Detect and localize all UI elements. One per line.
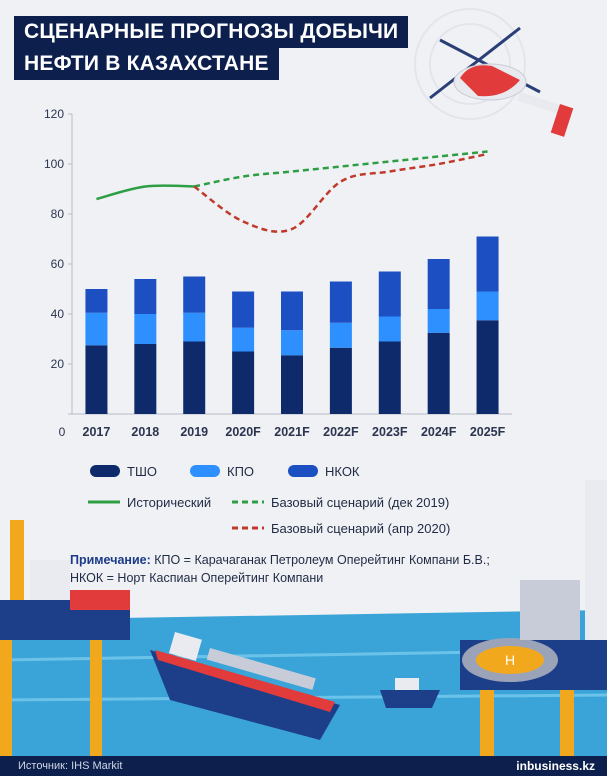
y-tick-label: 40 [51, 307, 65, 321]
bar-segment-tsho [378, 341, 401, 414]
oil-production-chart: 20 40 60 80 100 120 0 2017 2018 2019 2020F 2021F 202… [44, 107, 512, 439]
footer-bar: Источник: IHS Markit inbusiness.kz [0, 756, 607, 776]
bar-segment-nkok [329, 281, 352, 323]
line-base-dec-2019 [193, 150, 488, 188]
footnote-line-1: КПО = Карачаганак Петролеум Оперейтинг К… [150, 553, 490, 567]
legend-label-base-dec: Базовый сценарий (дек 2019) [271, 495, 449, 510]
line-base-apr-2020 [193, 152, 488, 233]
bar-segment-tsho [232, 351, 255, 414]
bar-segment-nkok [378, 271, 401, 317]
y-tick-label: 100 [44, 157, 64, 171]
footnote-line-2: НКОК = Норт Каспиан Оперейтинг Компани [70, 571, 324, 585]
bar-segment-kpo [232, 327, 255, 352]
bar-segment-kpo [329, 322, 352, 348]
brand-logo-text: inbusiness.kz [516, 759, 595, 773]
source-text: Источник: IHS Markit [18, 760, 123, 772]
bar-segment-kpo [134, 314, 157, 344]
bar-segment-tsho [85, 345, 108, 414]
legend-label-nkok: НКОК [325, 464, 360, 479]
legend-label-base-apr: Базовый сценарий (апр 2020) [271, 521, 450, 536]
footnote: Примечание: КПО = Карачаганак Петролеум … [70, 551, 590, 587]
legend-label-kpo: КПО [227, 464, 254, 479]
bar-segment-nkok [232, 291, 255, 328]
x-tick-label: 2017 [83, 425, 111, 439]
bar-segment-nkok [427, 259, 450, 309]
bar-segment-tsho [134, 344, 157, 414]
line-historical [96, 184, 195, 201]
page-title-line-1: СЦЕНАРНЫЕ ПРОГНОЗЫ ДОБЫЧИ [14, 16, 409, 48]
bar-segment-tsho [329, 347, 352, 414]
bar-segment-nkok [476, 236, 499, 292]
bar-segment-tsho [476, 320, 499, 414]
x-tick-label: 2020F [225, 425, 261, 439]
bar-segment-kpo [427, 309, 450, 333]
bar-segment-tsho [281, 355, 303, 414]
legend-label-tsho: ТШО [127, 464, 157, 479]
page-title-line-2: НЕФТИ В КАЗАХСТАНЕ [14, 48, 279, 80]
bar-segment-nkok [281, 291, 303, 331]
x-tick-label: 2021F [274, 425, 310, 439]
bar-segment-tsho [427, 332, 450, 414]
legend-label-historical: Исторический [127, 495, 211, 510]
y-tick-label: 80 [51, 207, 65, 221]
y-tick-label: 120 [44, 107, 64, 121]
bar-segment-nkok [183, 276, 206, 313]
y-tick-label-zero: 0 [59, 425, 66, 439]
footnote-label: Примечание: [70, 553, 151, 567]
x-tick-label: 2025F [470, 425, 506, 439]
legend: ТШО КПО НКОК Исторический Базовый сценар… [88, 464, 450, 536]
svg-text:H: H [505, 652, 515, 668]
bar-segment-tsho [183, 341, 206, 414]
legend-swatch-nkok [288, 465, 318, 477]
x-tick-label: 2018 [131, 425, 159, 439]
bar-segment-nkok [85, 289, 108, 313]
bar-segment-kpo [281, 330, 303, 356]
helicopter-illustration [414, 8, 574, 137]
legend-swatch-tsho [90, 465, 120, 477]
y-tick-label: 20 [51, 357, 65, 371]
bar-segment-kpo [85, 312, 108, 346]
legend-swatch-kpo [190, 465, 220, 477]
bar-segment-kpo [378, 316, 401, 342]
bar-segment-kpo [183, 312, 206, 342]
offshore-scene: H [0, 480, 607, 756]
x-tick-label: 2024F [421, 425, 457, 439]
x-tick-label: 2019 [180, 425, 208, 439]
bar-segment-kpo [476, 291, 499, 321]
bar-segment-nkok [134, 279, 157, 314]
x-tick-label: 2022F [323, 425, 359, 439]
y-tick-label: 60 [51, 257, 65, 271]
x-tick-label: 2023F [372, 425, 408, 439]
